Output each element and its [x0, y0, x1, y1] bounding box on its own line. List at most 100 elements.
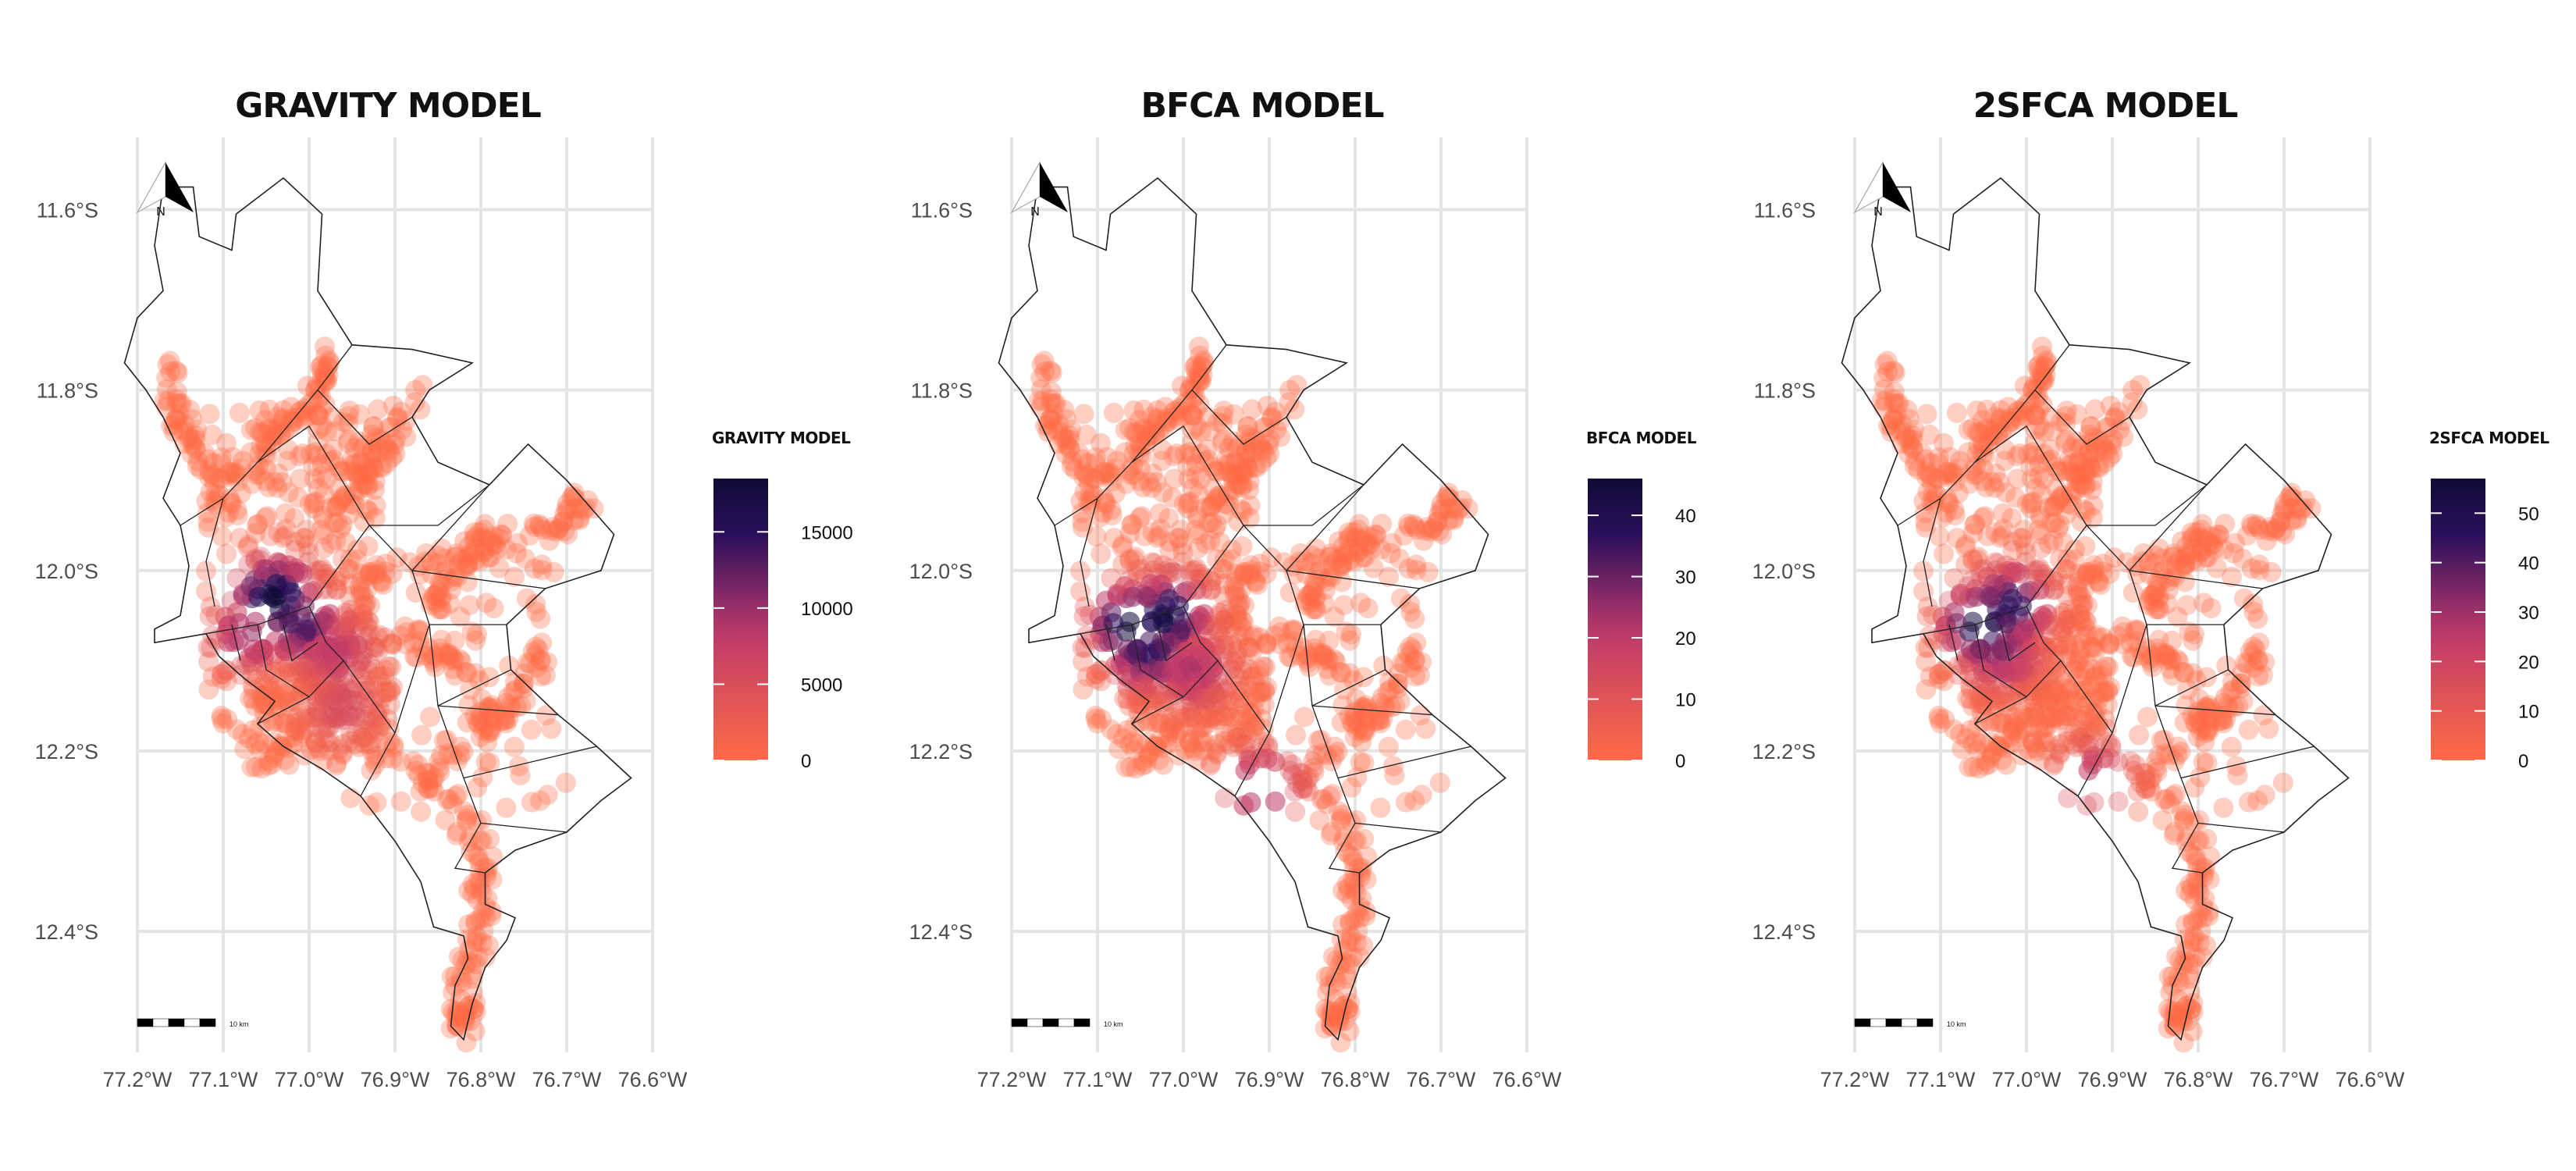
access-point	[229, 402, 250, 423]
access-point	[302, 680, 323, 701]
y-tick-label: 11.6°S	[1754, 198, 1816, 222]
access-point	[506, 543, 527, 564]
access-point	[368, 437, 389, 458]
access-point	[394, 616, 415, 637]
access-point	[431, 574, 452, 595]
access-point	[333, 734, 354, 755]
access-point	[355, 709, 375, 730]
access-point	[382, 447, 403, 468]
access-point	[308, 387, 329, 408]
access-point	[257, 418, 278, 440]
access-point	[2201, 598, 2222, 618]
access-point	[198, 651, 219, 672]
access-point	[272, 712, 293, 733]
access-point	[2183, 913, 2204, 934]
access-point	[323, 700, 344, 721]
access-point	[2012, 596, 2033, 617]
access-point	[1190, 443, 1212, 464]
access-point	[2272, 521, 2293, 542]
access-point	[458, 914, 479, 935]
access-point	[2145, 599, 2166, 620]
access-point	[415, 543, 436, 564]
access-point	[199, 467, 220, 488]
access-point	[364, 458, 385, 479]
access-point	[156, 368, 177, 388]
access-point	[311, 454, 333, 475]
access-point	[503, 736, 525, 757]
access-point	[1389, 691, 1411, 712]
access-point	[1302, 599, 1323, 620]
access-point	[254, 673, 275, 694]
access-point	[339, 586, 360, 607]
access-point	[523, 514, 544, 534]
access-point	[251, 423, 272, 444]
access-point	[410, 781, 431, 802]
access-point	[564, 488, 585, 509]
x-tick-label: 76.7°W	[2250, 1068, 2319, 1091]
access-point	[375, 660, 395, 680]
access-point	[1347, 767, 1368, 788]
access-point	[407, 619, 429, 640]
access-point	[203, 465, 224, 486]
access-point	[1946, 613, 1967, 634]
access-point	[365, 495, 386, 516]
access-point	[1132, 755, 1153, 776]
access-point	[308, 560, 329, 581]
access-point	[173, 420, 194, 441]
access-point	[1201, 753, 1222, 774]
access-point	[390, 751, 411, 772]
access-point	[352, 610, 373, 631]
access-point	[1429, 772, 1450, 793]
access-point	[339, 400, 360, 422]
access-point	[343, 461, 365, 482]
access-point	[465, 1002, 486, 1022]
access-point	[1285, 801, 1306, 822]
access-point	[315, 394, 336, 415]
access-point	[202, 666, 223, 687]
access-point	[316, 468, 337, 489]
access-point	[471, 810, 493, 831]
access-point	[248, 731, 269, 752]
access-point	[485, 702, 506, 723]
access-point	[1409, 664, 1430, 685]
access-point	[473, 519, 494, 540]
access-point	[178, 428, 199, 449]
access-point	[254, 432, 276, 453]
access-point	[330, 518, 351, 539]
access-point	[431, 642, 452, 663]
access-point	[340, 559, 361, 580]
access-point	[403, 751, 424, 772]
access-point	[447, 821, 468, 842]
access-point	[350, 451, 372, 472]
scale-bar: 10 km	[1011, 1018, 1123, 1028]
access-point	[468, 851, 489, 872]
access-point	[338, 406, 359, 427]
legend-tick-label: 0	[1675, 751, 1685, 772]
access-point	[1305, 629, 1326, 650]
access-point	[215, 660, 237, 681]
access-point	[1970, 686, 1991, 707]
x-tick-label: 76.7°W	[1407, 1068, 1476, 1091]
access-point	[1305, 574, 1326, 595]
access-point	[373, 575, 393, 595]
access-point	[169, 404, 190, 425]
access-point	[1227, 645, 1247, 666]
access-point	[165, 361, 187, 382]
access-point	[250, 740, 271, 761]
access-point	[295, 720, 316, 741]
access-point	[297, 406, 318, 426]
access-point	[1905, 450, 1926, 472]
access-point	[340, 788, 361, 809]
access-point	[211, 668, 232, 689]
access-point	[564, 498, 585, 519]
access-point	[298, 671, 319, 692]
access-point	[524, 516, 545, 537]
access-point	[440, 1018, 461, 1039]
access-point	[2195, 858, 2215, 878]
access-point	[423, 645, 444, 666]
access-point	[335, 603, 356, 623]
legend-tick-label: 0	[2518, 751, 2528, 772]
access-point	[374, 665, 395, 686]
north-label: N	[1030, 205, 1040, 219]
access-point	[1398, 558, 1419, 579]
